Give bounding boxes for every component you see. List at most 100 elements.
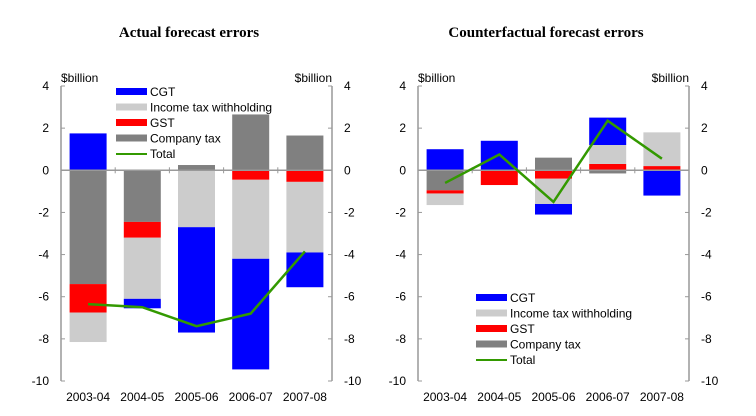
y-tick-label-right: -10 (344, 374, 362, 388)
x-tick-label: 2004-05 (477, 390, 521, 404)
bar-company-tax-2006-07 (232, 114, 270, 171)
bar-income-tax-withholding-2003-04 (69, 312, 107, 343)
legend-swatch-income-tax-withholding (116, 103, 147, 111)
legend-swatch-company-tax (476, 340, 507, 348)
legend-label: Company tax (150, 132, 221, 146)
x-tick-label: 2006-07 (229, 390, 273, 404)
bar-company-tax-2005-06 (535, 157, 572, 171)
y-tick-label-left: 2 (399, 121, 406, 135)
y-tick-label-left: -6 (395, 290, 406, 304)
bar-gst-2007-08 (286, 170, 324, 182)
y-unit-label-right: $billion (295, 71, 332, 85)
y-tick-label-left: -8 (38, 332, 49, 346)
y-tick-label-left: 4 (399, 79, 406, 93)
legend-swatch-cgt (116, 88, 147, 95)
chart-title: Counterfactual forecast errors (448, 25, 643, 41)
y-unit-label-left: $billion (61, 71, 98, 85)
y-tick-label-left: 0 (399, 163, 406, 177)
y-tick-label-left: 4 (42, 79, 49, 93)
bar-company-tax-2005-06 (178, 165, 215, 171)
x-tick-label: 2007-08 (283, 390, 327, 404)
legend-swatch-gst (476, 325, 507, 332)
bar-gst-2004-05 (480, 170, 518, 186)
x-tick-label: 2005-06 (531, 390, 575, 404)
bar-company-tax-2007-08 (286, 135, 324, 171)
bar-gst-2005-06 (535, 170, 572, 179)
bar-income-tax-withholding-2005-06 (178, 170, 215, 228)
legend-swatch-gst (116, 119, 147, 126)
y-tick-label-right: -6 (701, 290, 712, 304)
bar-gst-2003-04 (426, 190, 464, 194)
y-tick-label-right: 2 (701, 121, 708, 135)
legend-label: Company tax (510, 338, 581, 352)
legend-label: Income tax withholding (150, 101, 272, 115)
y-tick-label-left: 2 (42, 121, 49, 135)
y-tick-label-right: 0 (344, 163, 351, 177)
bar-cgt-2007-08 (286, 252, 324, 288)
bar-gst-2004-05 (123, 221, 161, 238)
legend-label: Total (150, 147, 175, 161)
bar-gst-2003-04 (69, 284, 107, 313)
bar-gst-2006-07 (589, 163, 627, 171)
chart-panel-actual: Actual forecast errors $billion $billion 4 4… (32, 25, 362, 404)
bar-income-tax-withholding-2003-04 (426, 193, 464, 206)
x-tick-label: 2003-04 (66, 390, 110, 404)
y-tick-label-right: -8 (701, 332, 712, 346)
legend-label: CGT (150, 85, 176, 99)
bar-cgt-2005-06 (535, 204, 572, 215)
legend-label: Income tax withholding (510, 307, 632, 321)
y-tick-label-right: 2 (344, 121, 351, 135)
bar-income-tax-withholding-2007-08 (286, 181, 324, 253)
legend-label: Total (510, 353, 535, 367)
y-unit-label-left: $billion (418, 71, 455, 85)
y-tick-label-right: -2 (701, 205, 712, 219)
bar-company-tax-2006-07 (589, 170, 627, 174)
y-tick-label-left: 0 (42, 163, 49, 177)
y-tick-label-right: 4 (701, 79, 708, 93)
bar-cgt-2004-05 (123, 298, 161, 309)
bar-income-tax-withholding-2006-07 (232, 179, 270, 259)
x-tick-label: 2005-06 (174, 390, 218, 404)
y-tick-label-right: -10 (701, 374, 719, 388)
chart-panel-counterfactual: Counterfactual forecast errors $billion $b… (389, 25, 719, 404)
legend-label: GST (510, 322, 535, 336)
x-tick-label: 2007-08 (640, 390, 684, 404)
y-tick-label-left: -4 (395, 248, 406, 262)
legend-label: CGT (510, 291, 536, 305)
bar-cgt-2003-04 (426, 149, 464, 171)
bar-income-tax-withholding-2004-05 (123, 237, 161, 299)
y-tick-label-left: -6 (38, 290, 49, 304)
y-tick-label-left: -2 (395, 205, 406, 219)
y-tick-label-right: -4 (344, 248, 355, 262)
legend-label: GST (150, 116, 175, 130)
x-tick-label: 2006-07 (586, 390, 630, 404)
y-tick-label-left: -8 (395, 332, 406, 346)
x-tick-label: 2004-05 (120, 390, 164, 404)
bar-cgt-2007-08 (643, 170, 681, 196)
bar-gst-2007-08 (643, 166, 681, 171)
y-tick-label-right: -4 (701, 248, 712, 262)
bar-cgt-2003-04 (69, 133, 107, 171)
chart-title: Actual forecast errors (119, 25, 259, 41)
y-unit-label-right: $billion (652, 71, 689, 85)
y-tick-label-left: -2 (38, 205, 49, 219)
legend-swatch-cgt (476, 294, 507, 301)
bar-cgt-2005-06 (178, 227, 215, 333)
y-tick-label-left: -10 (32, 374, 50, 388)
x-tick-label: 2003-04 (423, 390, 467, 404)
y-tick-label-left: -4 (38, 248, 49, 262)
y-tick-label-right: 0 (701, 163, 708, 177)
y-tick-label-right: -2 (344, 205, 355, 219)
legend-swatch-income-tax-withholding (476, 309, 507, 317)
legend-swatch-company-tax (116, 134, 147, 142)
bar-company-tax-2003-04 (426, 170, 464, 191)
y-tick-label-right: -6 (344, 290, 355, 304)
y-tick-label-right: 4 (344, 79, 351, 93)
bar-company-tax-2004-05 (123, 170, 161, 222)
y-tick-label-left: -10 (389, 374, 407, 388)
y-tick-label-right: -8 (344, 332, 355, 346)
bar-gst-2006-07 (232, 170, 270, 180)
